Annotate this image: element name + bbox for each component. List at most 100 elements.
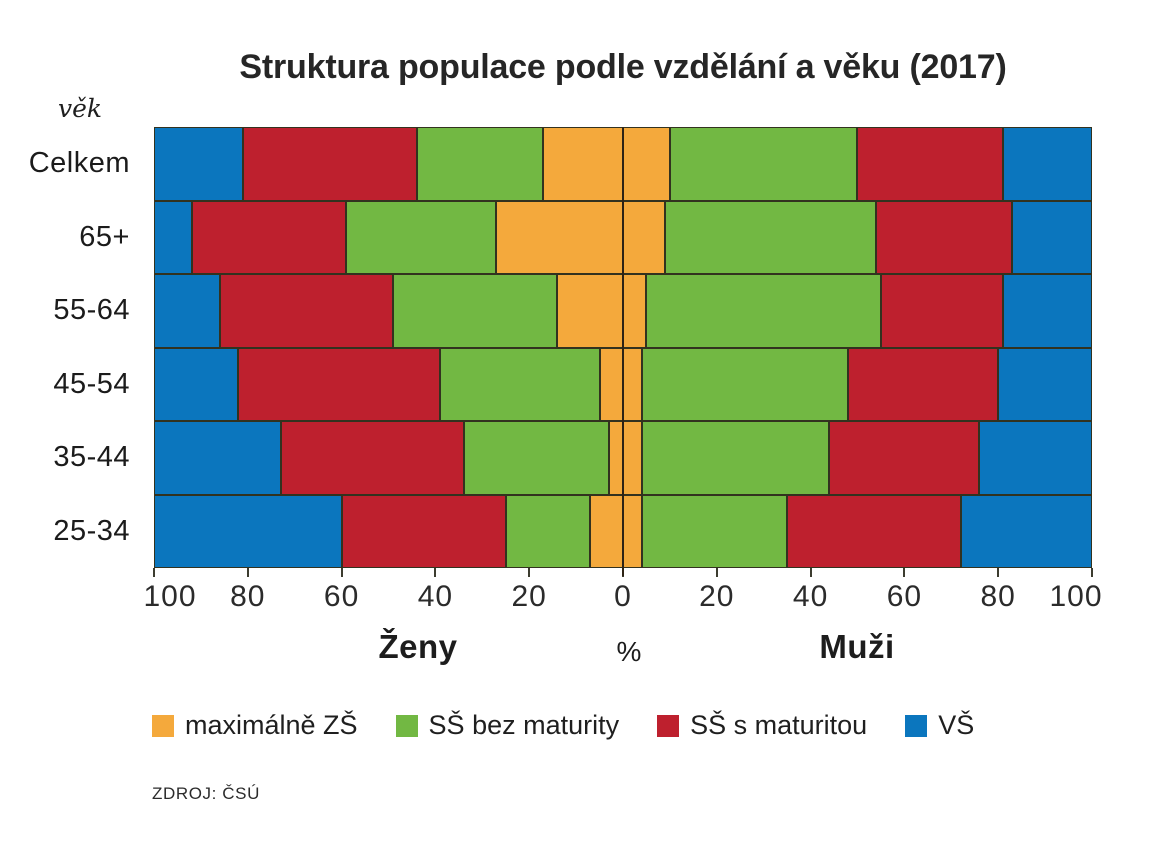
x-tick-label-4: 20 bbox=[511, 580, 547, 613]
center-axis-line bbox=[621, 127, 625, 576]
bar-row-55-64 bbox=[154, 274, 1092, 348]
legend-item-s-s-maturitou: SŠ s maturitou bbox=[657, 710, 867, 741]
segment-women-35-44-v bbox=[154, 421, 281, 495]
bar-women-25-34 bbox=[154, 494, 623, 568]
segment-men-35-44-s-bez-maturity bbox=[641, 421, 830, 495]
bar-women-65 bbox=[154, 200, 623, 274]
segment-women-25-34-v bbox=[154, 494, 342, 568]
segment-women-celkem-s-bez-maturity bbox=[416, 127, 544, 201]
segment-women-45-54-maxim-ln-z bbox=[599, 347, 623, 421]
bar-men-25-34 bbox=[623, 494, 1092, 568]
legend-label-s-s-maturitou: SŠ s maturitou bbox=[690, 710, 868, 740]
segment-men-55-64-v bbox=[1002, 274, 1092, 348]
bar-row-celkem bbox=[154, 127, 1092, 201]
segment-women-celkem-v bbox=[154, 127, 244, 201]
segment-women-55-64-v bbox=[154, 274, 220, 348]
row-label-25-34: 25-34 bbox=[53, 514, 130, 547]
x-tick-label-2: 60 bbox=[323, 580, 360, 613]
bar-men-celkem bbox=[623, 127, 1092, 201]
legend-label-v: VŠ bbox=[938, 710, 975, 740]
segment-men-35-44-v bbox=[979, 421, 1092, 495]
row-label-35-44: 35-44 bbox=[53, 441, 130, 474]
bar-women-35-44 bbox=[154, 421, 623, 495]
bar-men-35-44 bbox=[623, 421, 1092, 495]
x-tick-label-9: 80 bbox=[980, 580, 1016, 613]
segment-women-55-64-s-s-maturitou bbox=[219, 274, 394, 348]
x-tick-3 bbox=[434, 568, 437, 577]
x-tick-9 bbox=[997, 568, 1000, 577]
bar-row-65 bbox=[154, 200, 1092, 274]
legend-item-s-bez-maturity: SŠ bez maturity bbox=[395, 710, 620, 741]
bar-men-45-54 bbox=[623, 347, 1092, 421]
legend-label-s-bez-maturity: SŠ bez maturity bbox=[428, 710, 620, 740]
bar-men-55-64 bbox=[623, 274, 1092, 348]
segment-men-55-64-s-s-maturitou bbox=[880, 274, 1003, 348]
segment-women-55-64-maxim-ln-z bbox=[557, 274, 623, 348]
bar-men-65 bbox=[623, 200, 1092, 274]
x-tick-label-10: 100 bbox=[1049, 580, 1103, 613]
segment-women-65-maxim-ln-z bbox=[496, 200, 623, 274]
segment-men-65-s-s-maturitou bbox=[876, 200, 1013, 274]
legend-swatch-v bbox=[905, 714, 928, 737]
segment-women-celkem-maxim-ln-z bbox=[543, 127, 623, 201]
segment-men-45-54-maxim-ln-z bbox=[623, 347, 642, 421]
x-tick-label-0: 100 bbox=[143, 580, 197, 613]
segment-men-65-s-bez-maturity bbox=[665, 200, 877, 274]
x-tick-4 bbox=[528, 568, 531, 577]
segment-women-25-34-s-bez-maturity bbox=[505, 494, 591, 568]
segment-women-45-54-s-s-maturitou bbox=[238, 347, 441, 421]
bar-women-55-64 bbox=[154, 274, 623, 348]
bar-row-25-34 bbox=[154, 494, 1092, 568]
segment-men-35-44-s-s-maturitou bbox=[829, 421, 980, 495]
legend-label-maxim-ln-z: maximálně ZŠ bbox=[185, 710, 358, 740]
segment-men-celkem-s-s-maturitou bbox=[857, 127, 1003, 201]
x-axis-unit-label: % bbox=[616, 636, 642, 667]
segment-men-25-34-s-s-maturitou bbox=[787, 494, 961, 568]
segment-women-65-s-bez-maturity bbox=[346, 200, 497, 274]
bar-women-45-54 bbox=[154, 347, 623, 421]
legend-swatch-maxim-ln-z bbox=[152, 714, 174, 737]
row-label-45-54: 45-54 bbox=[53, 367, 130, 400]
segment-women-55-64-s-bez-maturity bbox=[393, 274, 558, 348]
x-tick-2 bbox=[340, 568, 343, 577]
x-tick-label-6: 20 bbox=[699, 580, 735, 613]
segment-women-45-54-v bbox=[154, 347, 239, 421]
y-axis-category-labels: Celkem 65+ 55-64 45-54 35-44 25-34 bbox=[0, 127, 142, 568]
segment-men-celkem-s-bez-maturity bbox=[669, 127, 858, 201]
segment-men-55-64-s-bez-maturity bbox=[646, 274, 881, 348]
x-axis-tick-labels: 100 80 60 40 20 0 20 40 60 80 100 bbox=[143, 580, 1101, 616]
segment-men-celkem-v bbox=[1002, 127, 1092, 201]
legend-item-maxim-ln-z: maximálně ZŠ bbox=[152, 710, 358, 741]
source-note: ZDROJ: ČSÚ bbox=[152, 784, 260, 803]
segment-men-45-54-s-bez-maturity bbox=[641, 347, 849, 421]
segment-men-35-44-maxim-ln-z bbox=[623, 421, 642, 495]
segment-men-65-maxim-ln-z bbox=[623, 200, 666, 274]
x-tick-7 bbox=[809, 568, 812, 577]
segment-women-35-44-s-bez-maturity bbox=[463, 421, 609, 495]
legend-item-v: VŠ bbox=[905, 710, 974, 741]
x-tick-8 bbox=[903, 568, 906, 577]
chart-title: Struktura populace podle vzdělání a věku… bbox=[239, 48, 1007, 86]
x-tick-10 bbox=[1091, 568, 1093, 577]
segment-women-celkem-s-s-maturitou bbox=[243, 127, 417, 201]
segment-women-25-34-maxim-ln-z bbox=[590, 494, 623, 568]
segment-men-celkem-maxim-ln-z bbox=[623, 127, 670, 201]
segment-men-55-64-maxim-ln-z bbox=[623, 274, 647, 348]
x-tick-0 bbox=[153, 568, 155, 577]
x-tick-label-7: 40 bbox=[792, 580, 829, 613]
segment-women-45-54-s-bez-maturity bbox=[440, 347, 600, 421]
x-tick-label-8: 60 bbox=[886, 580, 923, 613]
segment-women-25-34-s-s-maturitou bbox=[341, 494, 506, 568]
segment-women-35-44-s-s-maturitou bbox=[280, 421, 464, 495]
x-tick-6 bbox=[715, 568, 718, 577]
legend-swatch-s-bez-maturity bbox=[395, 714, 418, 737]
segment-men-25-34-maxim-ln-z bbox=[623, 494, 642, 568]
x-axis-right-group-label: Muži bbox=[819, 628, 895, 665]
legend: maximálně ZŠ SŠ bez maturity SŠ s maturito… bbox=[152, 710, 1112, 741]
x-tick-label-5: 0 bbox=[614, 580, 632, 613]
x-axis-left-group-label: Ženy bbox=[378, 628, 458, 665]
x-tick-label-3: 40 bbox=[417, 580, 454, 613]
y-axis-label: věk bbox=[58, 94, 103, 123]
legend-swatch-s-s-maturitou bbox=[657, 714, 680, 737]
